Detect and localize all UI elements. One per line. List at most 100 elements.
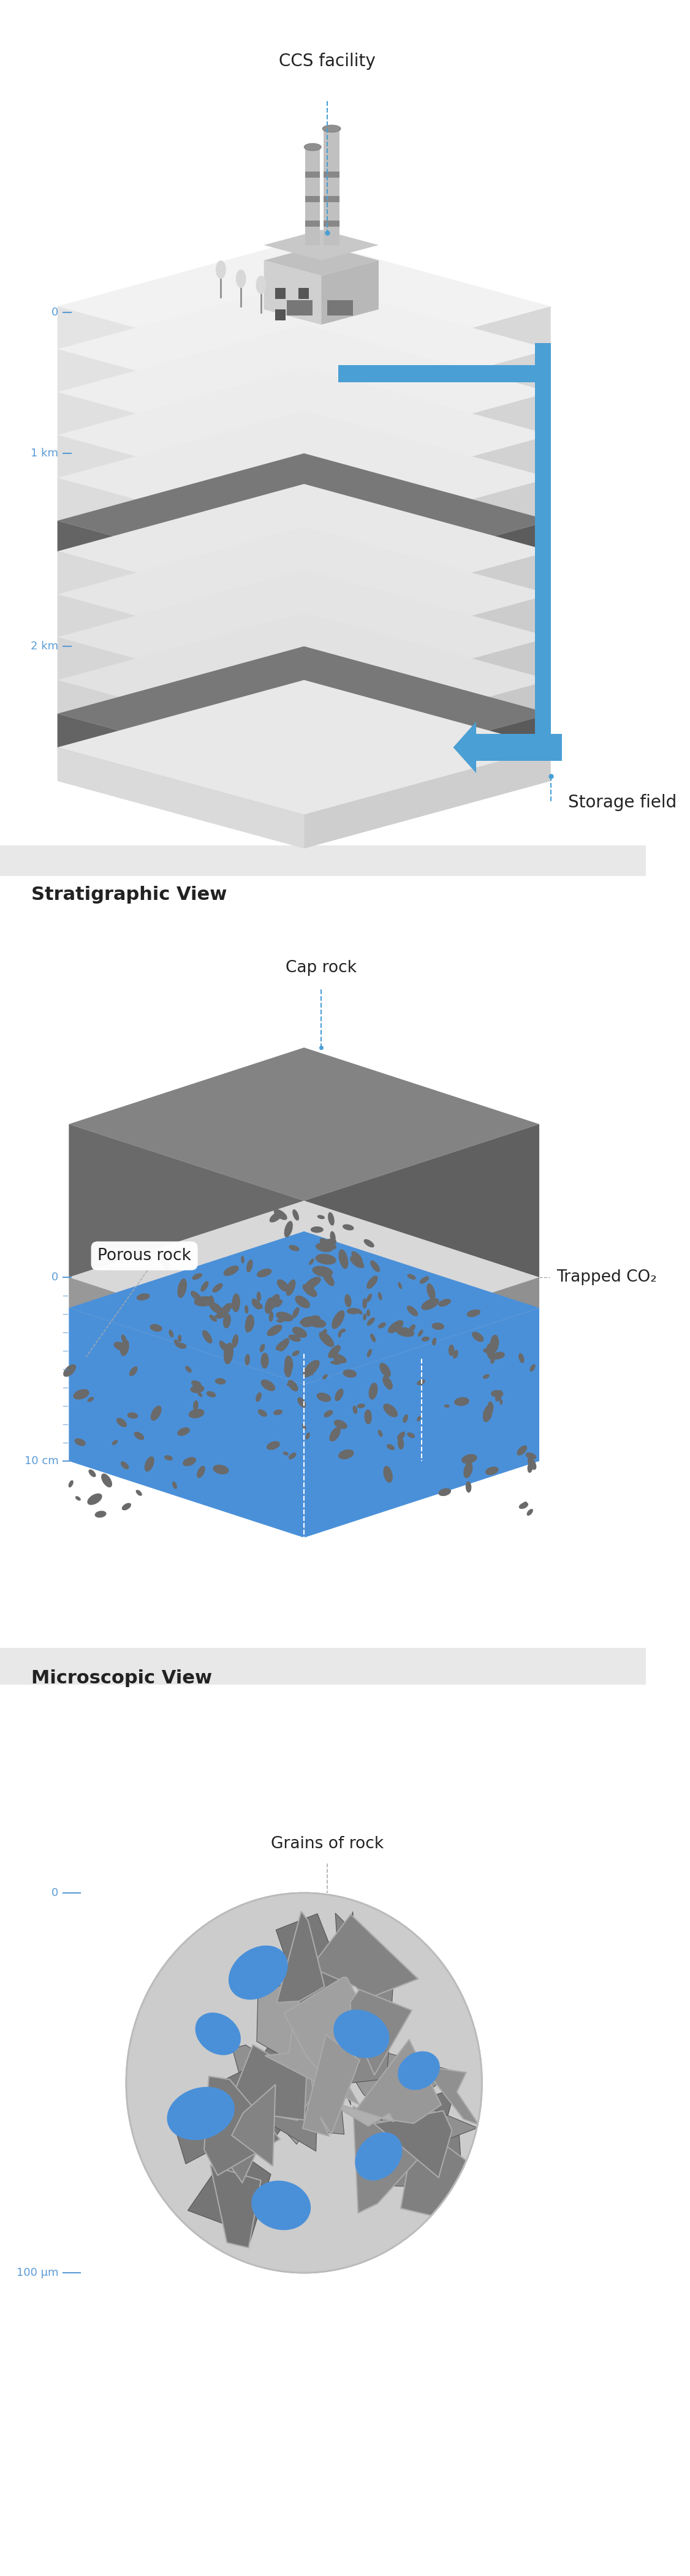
Ellipse shape [351, 1252, 363, 1262]
Text: Stratigraphic View: Stratigraphic View [32, 886, 227, 904]
Polygon shape [264, 245, 379, 276]
Ellipse shape [121, 1461, 129, 1468]
Ellipse shape [245, 1355, 250, 1365]
Ellipse shape [307, 1283, 315, 1288]
Ellipse shape [303, 1360, 319, 1378]
Ellipse shape [315, 1242, 333, 1252]
Bar [305, 147, 320, 245]
Circle shape [126, 1893, 482, 2272]
Ellipse shape [134, 1432, 144, 1440]
Ellipse shape [483, 1347, 491, 1352]
Text: 2 km: 2 km [31, 641, 59, 652]
Polygon shape [339, 366, 551, 381]
Ellipse shape [172, 1481, 177, 1489]
Ellipse shape [364, 1409, 372, 1425]
Ellipse shape [444, 1404, 450, 1406]
Ellipse shape [216, 260, 226, 278]
Ellipse shape [269, 1311, 273, 1321]
Text: Porous rock: Porous rock [97, 1247, 191, 1265]
Polygon shape [69, 1231, 540, 1383]
Ellipse shape [378, 1293, 382, 1301]
Ellipse shape [333, 1360, 342, 1365]
Polygon shape [57, 636, 304, 747]
Polygon shape [57, 613, 551, 747]
Ellipse shape [491, 1355, 495, 1363]
Polygon shape [351, 1989, 412, 2076]
Bar [298, 289, 308, 299]
Polygon shape [367, 2107, 444, 2187]
Ellipse shape [527, 1463, 533, 1473]
Ellipse shape [88, 1468, 96, 1476]
Polygon shape [278, 2035, 340, 2143]
Ellipse shape [319, 1332, 334, 1347]
Ellipse shape [357, 1404, 365, 1409]
Polygon shape [57, 714, 304, 814]
Ellipse shape [120, 1340, 129, 1355]
Polygon shape [329, 2038, 351, 2105]
Polygon shape [304, 350, 551, 459]
Ellipse shape [526, 1453, 536, 1461]
Ellipse shape [380, 1363, 391, 1378]
Polygon shape [304, 595, 551, 703]
Bar [275, 289, 286, 299]
Ellipse shape [122, 1502, 131, 1510]
Ellipse shape [312, 1265, 333, 1278]
Polygon shape [57, 551, 304, 662]
Polygon shape [169, 2063, 273, 2164]
Ellipse shape [297, 1396, 306, 1406]
Ellipse shape [306, 1432, 310, 1440]
Ellipse shape [364, 1239, 374, 1247]
Polygon shape [57, 595, 304, 703]
Text: Trapped CO₂: Trapped CO₂ [556, 1270, 657, 1285]
Ellipse shape [251, 2182, 310, 2231]
Ellipse shape [287, 1383, 293, 1386]
Ellipse shape [328, 1213, 335, 1226]
Ellipse shape [421, 1298, 439, 1311]
Ellipse shape [367, 1350, 372, 1358]
Ellipse shape [329, 1427, 341, 1443]
Ellipse shape [252, 1301, 263, 1309]
Ellipse shape [279, 1337, 289, 1352]
Ellipse shape [257, 1267, 272, 1278]
Ellipse shape [518, 1352, 524, 1363]
Ellipse shape [178, 1334, 181, 1342]
Ellipse shape [295, 1296, 310, 1309]
Ellipse shape [230, 1306, 237, 1309]
Polygon shape [343, 1984, 393, 2084]
Ellipse shape [261, 1352, 269, 1368]
Ellipse shape [236, 270, 246, 289]
Ellipse shape [366, 1275, 378, 1288]
Ellipse shape [267, 1324, 282, 1337]
Ellipse shape [332, 1352, 346, 1363]
Ellipse shape [256, 1391, 262, 1401]
Polygon shape [422, 2066, 479, 2125]
Ellipse shape [530, 1365, 535, 1370]
Ellipse shape [472, 1332, 484, 1342]
Polygon shape [57, 307, 304, 417]
Polygon shape [453, 721, 476, 773]
Ellipse shape [317, 1216, 325, 1218]
Polygon shape [304, 1123, 540, 1355]
Ellipse shape [209, 1314, 217, 1321]
Ellipse shape [366, 1309, 371, 1316]
Ellipse shape [202, 1329, 213, 1345]
Ellipse shape [213, 1283, 223, 1293]
Ellipse shape [309, 1260, 314, 1265]
Ellipse shape [232, 1293, 240, 1311]
Ellipse shape [232, 1334, 239, 1347]
Ellipse shape [160, 1255, 169, 1270]
Ellipse shape [286, 1280, 295, 1296]
Ellipse shape [224, 1265, 239, 1275]
Ellipse shape [213, 1466, 229, 1473]
Polygon shape [304, 392, 551, 502]
Ellipse shape [408, 1324, 415, 1332]
Polygon shape [375, 2087, 477, 2156]
Ellipse shape [453, 1350, 458, 1358]
Polygon shape [304, 435, 551, 546]
Polygon shape [57, 528, 551, 662]
Ellipse shape [68, 1481, 73, 1486]
Ellipse shape [127, 1412, 138, 1419]
Ellipse shape [188, 1409, 204, 1419]
Polygon shape [304, 1309, 540, 1538]
Ellipse shape [386, 1445, 395, 1450]
